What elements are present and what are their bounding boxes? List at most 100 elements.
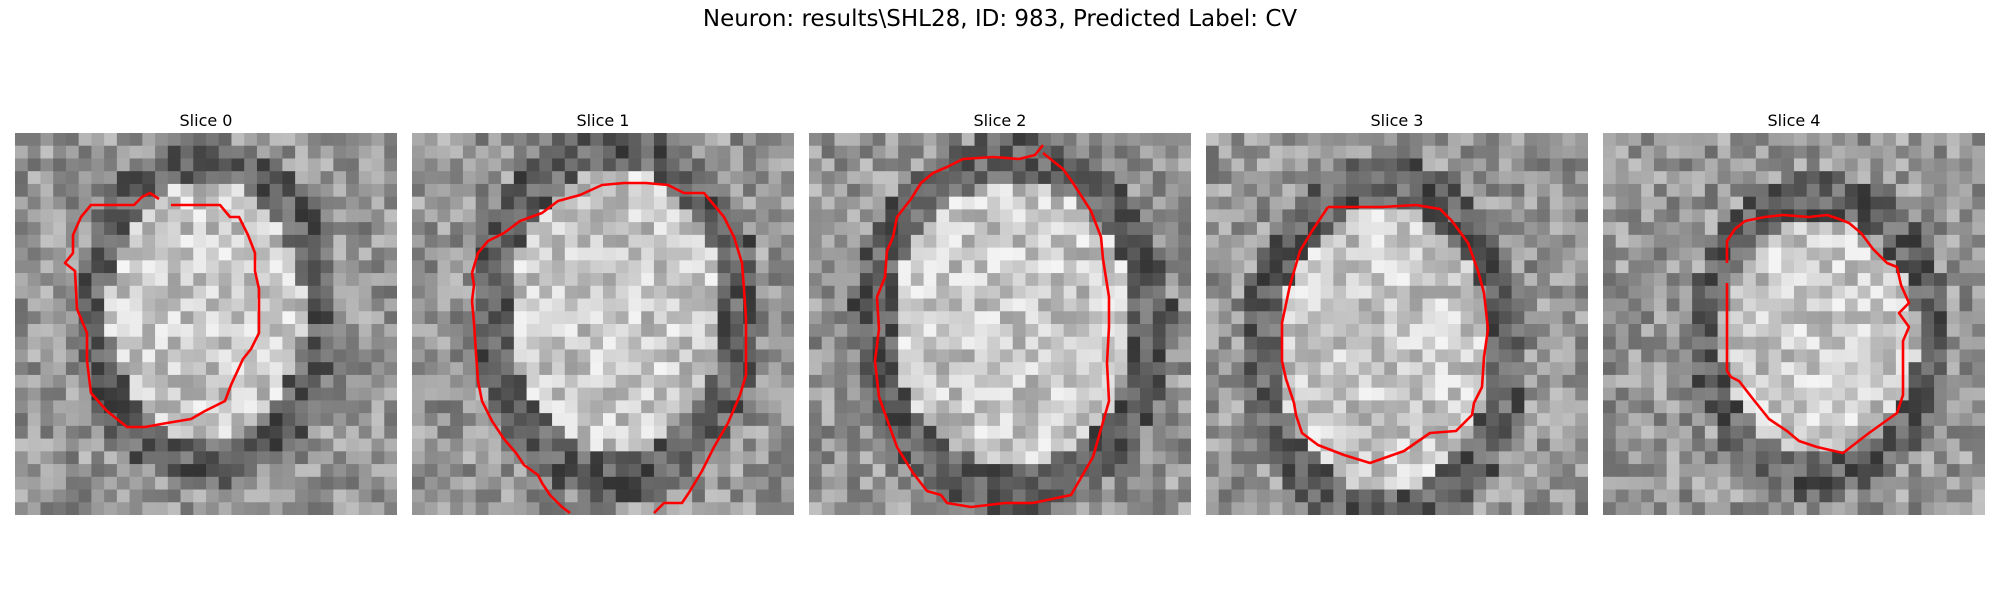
pixel xyxy=(590,413,603,426)
pixel xyxy=(1641,400,1654,413)
pixel xyxy=(1845,248,1858,261)
pixel xyxy=(53,337,66,350)
pixel xyxy=(295,439,308,452)
pixel xyxy=(359,400,372,413)
pixel xyxy=(53,426,66,439)
pixel xyxy=(308,311,321,324)
pixel xyxy=(692,426,705,439)
pixel xyxy=(552,299,565,312)
pixel xyxy=(1038,375,1051,388)
pixel xyxy=(1000,133,1013,146)
pixel xyxy=(206,133,219,146)
pixel xyxy=(372,439,385,452)
pixel xyxy=(1372,235,1385,248)
pixel xyxy=(1308,400,1321,413)
pixel xyxy=(168,426,181,439)
pixel xyxy=(463,248,476,261)
pixel xyxy=(1270,490,1283,503)
pixel xyxy=(40,171,53,184)
pixel xyxy=(911,451,924,464)
pixel xyxy=(962,349,975,362)
pixel xyxy=(15,451,28,464)
pixel xyxy=(1384,324,1397,337)
pixel xyxy=(654,146,667,159)
pixel xyxy=(885,337,898,350)
pixel xyxy=(1563,337,1576,350)
pixel xyxy=(117,451,130,464)
pixel xyxy=(1076,362,1089,375)
pixel xyxy=(1076,439,1089,452)
pixel xyxy=(603,439,616,452)
pixel xyxy=(1127,426,1140,439)
pixel xyxy=(1127,133,1140,146)
pixel xyxy=(1461,388,1474,401)
pixel xyxy=(654,439,667,452)
pixel xyxy=(1858,286,1871,299)
pixel xyxy=(1934,273,1947,286)
pixel xyxy=(1832,337,1845,350)
pixel xyxy=(168,146,181,159)
pixel xyxy=(40,426,53,439)
pixel xyxy=(437,426,450,439)
pixel xyxy=(873,299,886,312)
pixel xyxy=(987,235,1000,248)
pixel xyxy=(924,158,937,171)
pixel xyxy=(1781,158,1794,171)
pixel xyxy=(1947,349,1960,362)
pixel xyxy=(578,260,591,273)
pixel xyxy=(628,477,641,490)
pixel xyxy=(1102,439,1115,452)
pixel xyxy=(437,490,450,503)
pixel xyxy=(781,273,794,286)
pixel xyxy=(1832,400,1845,413)
pixel xyxy=(756,184,769,197)
pixel xyxy=(1038,222,1051,235)
pixel xyxy=(1654,490,1667,503)
pixel xyxy=(1972,413,1985,426)
pixel xyxy=(1550,324,1563,337)
pixel xyxy=(1819,286,1832,299)
pixel xyxy=(1102,426,1115,439)
pixel xyxy=(66,388,79,401)
pixel xyxy=(1832,477,1845,490)
pixel xyxy=(1870,362,1883,375)
pixel xyxy=(603,248,616,261)
pixel xyxy=(1616,197,1629,210)
pixel xyxy=(53,362,66,375)
pixel xyxy=(1231,209,1244,222)
pixel xyxy=(142,451,155,464)
pixel xyxy=(15,286,28,299)
pixel xyxy=(1845,260,1858,273)
pixel xyxy=(1219,413,1232,426)
pixel xyxy=(628,248,641,261)
pixel xyxy=(781,477,794,490)
pixel xyxy=(1153,337,1166,350)
pixel xyxy=(1321,235,1334,248)
pixel xyxy=(425,299,438,312)
pixel xyxy=(79,146,92,159)
pixel xyxy=(1244,490,1257,503)
pixel xyxy=(1679,388,1692,401)
pixel xyxy=(244,464,257,477)
pixel xyxy=(168,311,181,324)
pixel xyxy=(1563,324,1576,337)
pixel xyxy=(1115,375,1128,388)
pixel xyxy=(1845,235,1858,248)
pixel xyxy=(53,502,66,515)
pixel xyxy=(53,299,66,312)
pixel xyxy=(987,133,1000,146)
pixel xyxy=(860,426,873,439)
pixel xyxy=(130,209,143,222)
pixel xyxy=(1346,209,1359,222)
pixel xyxy=(539,426,552,439)
pixel xyxy=(1025,286,1038,299)
pixel xyxy=(1679,171,1692,184)
pixel xyxy=(1089,248,1102,261)
pixel xyxy=(1960,464,1973,477)
pixel xyxy=(616,337,629,350)
pixel xyxy=(333,375,346,388)
pixel xyxy=(769,299,782,312)
pixel xyxy=(476,502,489,515)
pixel xyxy=(1743,311,1756,324)
pixel xyxy=(1013,171,1026,184)
